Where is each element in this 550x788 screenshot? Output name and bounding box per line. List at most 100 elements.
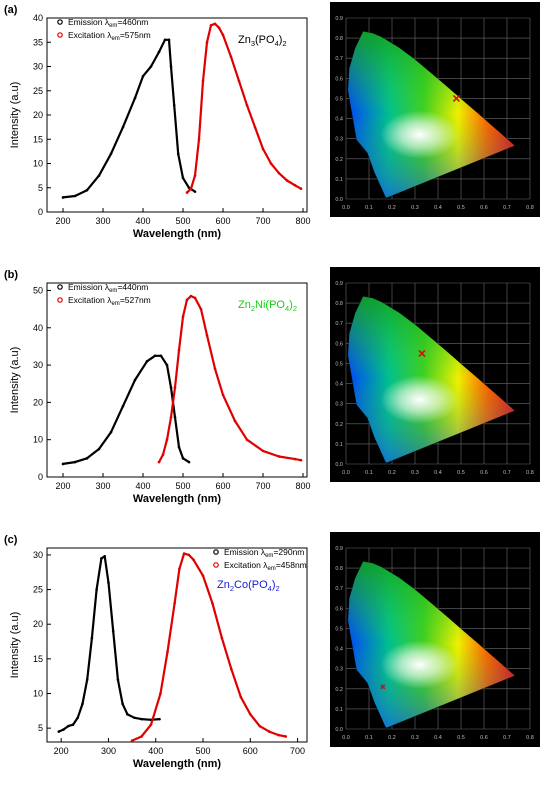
cie-y-tick-label: 0.0 [335,727,343,733]
data-point [141,74,145,78]
data-point [73,194,77,198]
y-axis-label: Intensity (a.u) [9,612,21,679]
data-point [213,367,217,371]
data-point [201,79,205,83]
data-point [97,447,101,451]
cie-y-tick-label: 0.7 [335,586,343,592]
plot-frame [46,547,308,743]
data-point [193,190,197,193]
data-point [76,716,80,720]
cie-y-tick-label: 0.8 [335,566,343,572]
data-point [233,419,237,423]
cie-x-tick-label: 0.0 [342,470,350,476]
cie-coordinate-marker [452,94,460,103]
data-point [85,678,89,681]
x-tick-label: 200 [54,746,69,756]
cie-y-tick-label: 0.7 [335,56,343,62]
data-point [62,728,65,731]
x-tick-label: 500 [175,216,190,226]
cie-y-tick-label: 0.9 [335,281,343,287]
x-axis-label: Wavelength (nm) [133,493,222,505]
compound-formula: Zn3(PO4)2 [238,34,287,48]
y-tick-label: 15 [33,654,43,664]
data-point [193,296,197,300]
data-point [140,735,143,738]
cie-x-tick-label: 0.2 [388,470,396,476]
data-point [169,65,173,68]
data-point [229,55,233,59]
data-point [187,553,191,557]
data-point [121,702,124,706]
cie-y-tick-label: 0.2 [335,422,343,428]
data-point [261,449,265,453]
data-point [167,38,171,42]
data-point [213,22,217,26]
cie-x-tick-label: 0.7 [503,470,511,476]
x-tick-label: 400 [148,746,163,756]
data-point [159,692,162,695]
data-point [277,733,280,737]
cie-x-tick-label: 0.8 [526,735,534,741]
series-line-excitation [186,22,302,194]
y-tick-label: 10 [33,159,43,169]
data-point [149,65,153,68]
data-point [71,723,75,726]
series-line-excitation [158,295,302,463]
data-point [133,96,137,100]
cie-y-tick-label: 0.0 [335,197,343,203]
data-point [109,430,113,434]
data-point [173,386,177,389]
panel-1: (a) 200 300 400 500 600 700 800 0 5 10 15 20 25 30 35 40… [4,2,540,240]
y-tick-label: 5 [38,183,43,193]
x-tick-label: 400 [135,216,150,226]
y-tick-label: 10 [33,435,43,445]
data-point [245,438,249,441]
x-tick-label: 400 [135,481,150,491]
compound-formula: Zn2Ni(PO4)2 [238,299,297,313]
data-point [205,333,209,337]
data-point [182,552,186,555]
data-point [209,23,213,27]
cie-x-tick-label: 0.3 [411,735,419,741]
data-point [205,40,209,44]
y-tick-label: 0 [38,207,43,217]
data-point [165,363,169,367]
spectrum-chart: 200 300 400 500 600 700 800 0 10 20 30 40 50 Waveleng… [9,282,311,505]
cie-y-tick-label: 0.2 [335,687,343,693]
cie-x-tick-label: 0.6 [480,735,488,741]
y-tick-label: 25 [33,585,43,595]
data-point [90,636,94,640]
data-point [158,717,161,721]
data-point [197,137,201,141]
data-point [284,735,288,738]
data-point [81,702,84,706]
cie-diagram: 0.0 0.1 0.2 0.3 0.4 0.5 0.6 0.7 0.8 0.0 0.1 0.2 0.3 0… [330,2,540,217]
spectrum-chart: 200 300 400 500 600 700 800 0 5 10 15 20 25 30 35 40 Wav… [9,13,311,240]
x-tick-label: 300 [101,746,116,756]
x-tick-label: 200 [55,216,70,226]
data-point [116,678,120,681]
data-point [177,348,181,352]
data-point [230,667,233,671]
cie-y-tick-label: 0.5 [335,96,343,102]
data-point [239,695,243,699]
data-point [187,186,191,190]
panel-label: (a) [4,4,18,16]
data-point [199,307,203,311]
data-point [103,555,106,558]
data-point [177,445,181,449]
y-axis-label: Intensity (a.u) [9,82,21,149]
cie-x-tick-label: 0.4 [434,735,442,741]
cie-y-tick-label: 0.1 [335,177,343,183]
x-tick-label: 800 [295,216,310,226]
cie-y-tick-label: 0.6 [335,606,343,612]
cie-x-tick-label: 0.3 [411,470,419,476]
data-point [181,315,185,318]
compound-formula: Zn2Co(PO4)2 [217,579,280,593]
x-tick-label: 600 [243,746,258,756]
data-point [285,179,289,182]
data-point [66,724,70,728]
data-point [217,26,221,30]
x-tick-label: 300 [95,481,110,491]
cie-x-tick-label: 0.4 [434,205,442,211]
